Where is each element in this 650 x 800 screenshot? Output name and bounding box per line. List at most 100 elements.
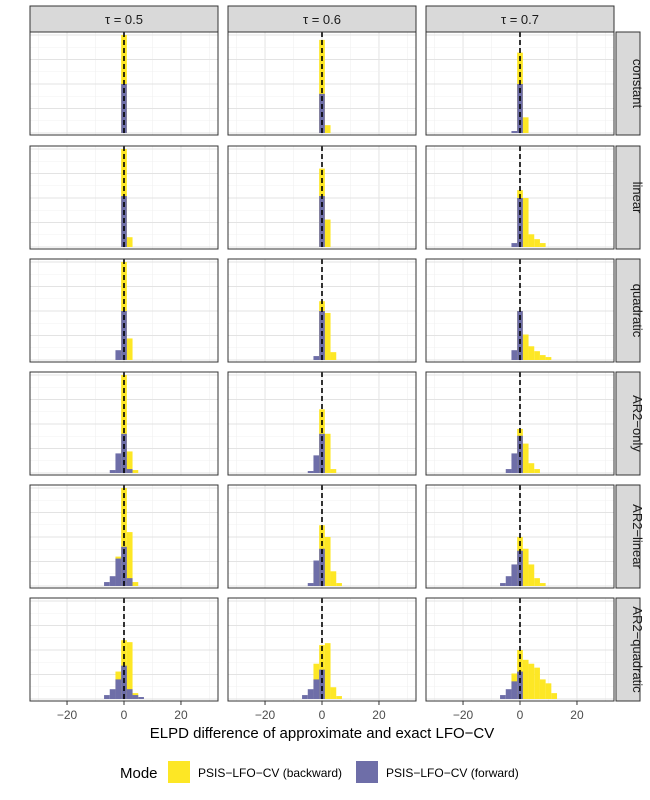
histogram-bar-backward bbox=[545, 357, 552, 360]
panel bbox=[425, 258, 615, 363]
histogram-bar-backward bbox=[522, 443, 529, 473]
column-strip-label: τ = 0.5 bbox=[105, 12, 143, 27]
histogram-bar-backward bbox=[522, 659, 529, 699]
histogram-bar-forward bbox=[517, 671, 523, 699]
histogram-bar-backward bbox=[545, 683, 552, 699]
column-strip-label: τ = 0.7 bbox=[501, 12, 539, 27]
panel-border bbox=[425, 371, 615, 476]
row-strip bbox=[615, 31, 641, 136]
histogram-bar-backward bbox=[330, 571, 337, 586]
panel-border bbox=[29, 484, 219, 589]
histogram-bar-backward bbox=[534, 239, 540, 247]
x-tick-label: −20 bbox=[57, 708, 78, 722]
histogram-bar-backward bbox=[539, 243, 546, 247]
histogram-bar-forward bbox=[109, 689, 116, 699]
histogram-bar-forward bbox=[319, 669, 325, 699]
row-strip-label: AR2−quadratic bbox=[630, 606, 645, 693]
panel bbox=[227, 371, 417, 476]
panel-border bbox=[227, 371, 417, 476]
histogram-bar-backward bbox=[126, 532, 133, 586]
histogram-bar-backward bbox=[539, 679, 546, 699]
histogram-bar-backward bbox=[324, 312, 331, 360]
x-tick-label: 20 bbox=[372, 708, 386, 722]
histogram-bar-backward bbox=[330, 469, 337, 473]
legend-label: PSIS−LFO−CV (backward) bbox=[198, 766, 342, 780]
histogram-bar-forward bbox=[511, 350, 518, 360]
histogram-bar-backward bbox=[330, 687, 337, 699]
histogram-bar-backward bbox=[528, 663, 535, 699]
panel bbox=[29, 31, 219, 136]
histogram-bar-forward bbox=[500, 583, 506, 586]
histogram-bar-forward bbox=[313, 560, 320, 586]
panel-border bbox=[227, 31, 417, 136]
histogram-bar-backward bbox=[534, 469, 540, 473]
panel-border bbox=[425, 145, 615, 250]
column-strip bbox=[227, 5, 417, 33]
row-strip bbox=[615, 258, 641, 363]
panel bbox=[425, 371, 615, 476]
histogram-bar-backward bbox=[324, 125, 331, 133]
panel bbox=[425, 145, 615, 250]
panel bbox=[29, 484, 219, 589]
histogram-bar-backward bbox=[539, 583, 546, 586]
legend-swatch bbox=[356, 761, 378, 783]
histogram-bar-forward bbox=[313, 356, 320, 360]
histogram-bar-forward bbox=[126, 469, 133, 473]
histogram-bar-forward bbox=[138, 697, 144, 699]
histogram-bar-backward bbox=[324, 643, 331, 699]
panel bbox=[227, 597, 417, 702]
panel bbox=[227, 258, 417, 363]
panel bbox=[425, 31, 615, 136]
panel bbox=[29, 597, 219, 702]
x-tick-label: 0 bbox=[319, 708, 326, 722]
histogram-bar-forward bbox=[511, 564, 518, 586]
histogram-bar-forward bbox=[313, 679, 320, 699]
x-tick-label: 20 bbox=[570, 708, 584, 722]
row-strip-label: AR2−linear bbox=[630, 504, 645, 569]
row-strip-label: AR2−only bbox=[630, 395, 645, 452]
histogram-bar-backward bbox=[324, 219, 331, 247]
histogram-bar-forward bbox=[500, 695, 506, 699]
histogram-bar-forward bbox=[307, 583, 314, 586]
panel bbox=[29, 371, 219, 476]
histogram-bar-forward bbox=[505, 689, 512, 699]
column-strip-label: τ = 0.6 bbox=[303, 12, 341, 27]
row-strip-label: quadratic bbox=[630, 284, 645, 338]
panel-border bbox=[425, 258, 615, 363]
x-axis-title: ELPD difference of approximate and exact… bbox=[150, 725, 495, 742]
histogram-bar-backward bbox=[551, 693, 558, 699]
panel bbox=[227, 31, 417, 136]
panel-border bbox=[29, 145, 219, 250]
histogram-bar-backward bbox=[330, 352, 337, 360]
histogram-bar-forward bbox=[511, 681, 518, 699]
histogram-bar-forward bbox=[505, 469, 512, 473]
panel-border bbox=[29, 371, 219, 476]
histogram-bar-forward bbox=[307, 689, 314, 699]
panel bbox=[227, 145, 417, 250]
histogram-bar-backward bbox=[126, 237, 133, 247]
histogram-bar-forward bbox=[115, 453, 122, 473]
histogram-bar-forward bbox=[104, 695, 110, 699]
histogram-bar-backward bbox=[522, 334, 529, 360]
histogram-bar-forward bbox=[115, 558, 122, 586]
row-strip bbox=[615, 597, 641, 702]
row-strip-label: linear bbox=[630, 182, 645, 214]
histogram-bar-forward bbox=[511, 131, 518, 133]
panel bbox=[29, 258, 219, 363]
row-strip bbox=[615, 371, 641, 476]
panel bbox=[425, 484, 615, 589]
panel-border bbox=[29, 31, 219, 136]
panel-border bbox=[29, 258, 219, 363]
panel-border bbox=[227, 484, 417, 589]
legend-swatch bbox=[168, 761, 190, 783]
histogram-bar-forward bbox=[104, 582, 110, 586]
histogram-bar-forward bbox=[313, 455, 320, 473]
panel bbox=[227, 484, 417, 589]
histogram-bar-backward bbox=[528, 463, 535, 473]
panel-border bbox=[227, 258, 417, 363]
x-tick-label: 20 bbox=[174, 708, 188, 722]
histogram-bar-forward bbox=[115, 679, 122, 699]
histogram-bar-backward bbox=[539, 355, 546, 360]
histogram-bar-forward bbox=[511, 453, 518, 473]
